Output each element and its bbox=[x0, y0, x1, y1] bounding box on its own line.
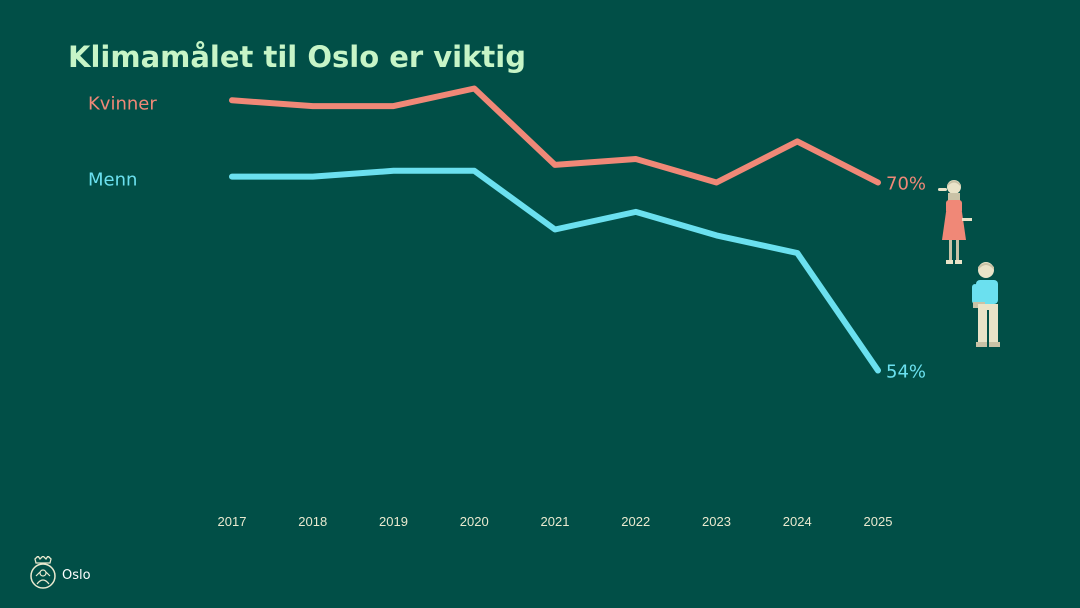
x-tick-label: 2025 bbox=[864, 514, 893, 529]
data-label: 54% bbox=[886, 362, 926, 383]
legend-label: Kvinner bbox=[88, 93, 157, 114]
oslo-coat-of-arms-icon bbox=[30, 556, 56, 589]
x-tick-label: 2022 bbox=[621, 514, 650, 529]
data-label: 70% bbox=[886, 174, 926, 195]
woman-figure-icon bbox=[938, 180, 972, 264]
x-tick-label: 2018 bbox=[298, 514, 327, 529]
footer-org-name: Oslo bbox=[62, 568, 91, 583]
x-tick-label: 2019 bbox=[379, 514, 408, 529]
x-axis-ticks: 2017 2018 2019 2020 2021 2022 2023 2024 2025 bbox=[218, 514, 893, 529]
chart-title: Klimamålet til Oslo er viktig bbox=[68, 40, 526, 74]
series-menn: Menn 54% bbox=[88, 167, 926, 383]
series-line bbox=[229, 167, 881, 374]
x-tick-label: 2023 bbox=[702, 514, 731, 529]
series-layer: Kvinner 70% Menn 54% bbox=[88, 85, 926, 383]
x-tick-label: 2020 bbox=[460, 514, 489, 529]
man-figure-icon bbox=[972, 262, 1000, 347]
x-tick-label: 2021 bbox=[541, 514, 570, 529]
x-tick-label: 2024 bbox=[783, 514, 812, 529]
x-tick-label: 2017 bbox=[218, 514, 247, 529]
legend-label: Menn bbox=[88, 170, 137, 191]
series-kvinner: Kvinner 70% bbox=[88, 85, 926, 195]
series-line bbox=[229, 85, 881, 186]
